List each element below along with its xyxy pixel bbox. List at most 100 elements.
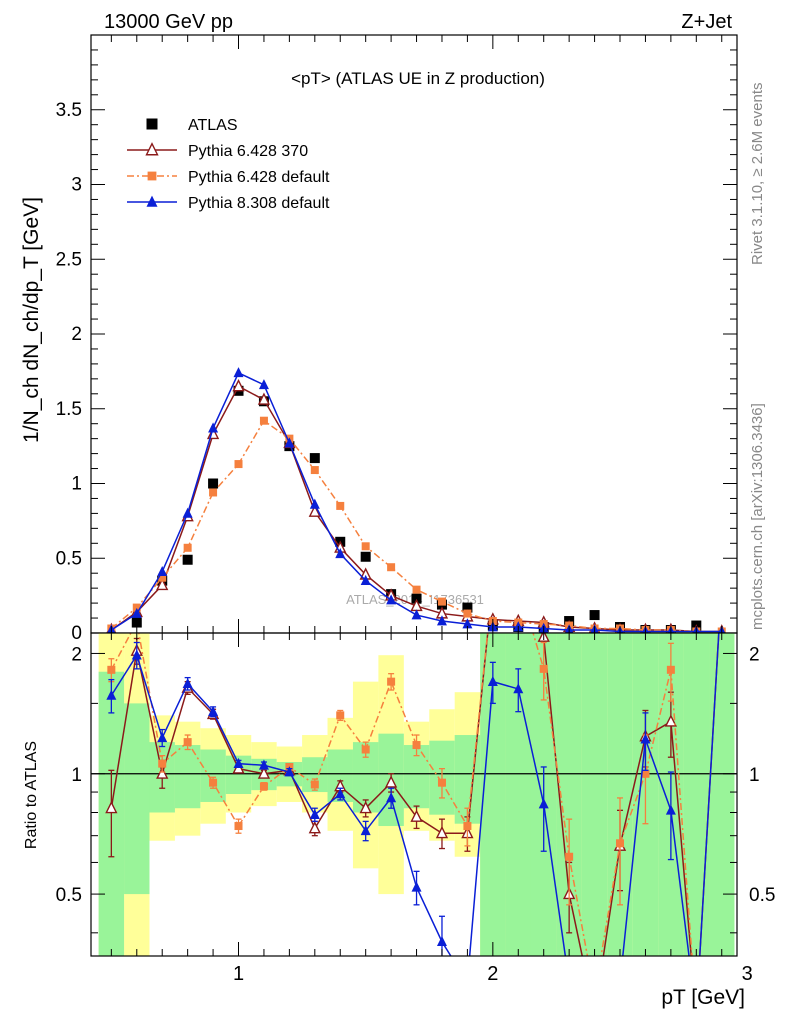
ratio-point-pythia-8-308-default [411,881,422,892]
ratio-point-pythia-6-428-370 [384,775,398,788]
ratio-point-pythia-8-308-default [309,808,320,819]
y-tick-label: 3 [71,175,82,196]
data-point-pythia-6-428-370 [257,392,271,405]
ratio-point-pythia-6-428-default [336,711,345,720]
ratio-point-pythia-6-428-default [387,677,396,686]
rivet-version-label: Rivet 3.1.10, ≥ 2.6M events [749,83,766,266]
legend-marker-pythia-8-308-default [146,195,158,207]
ratio-point-pythia-8-308-default [233,757,244,768]
y-tick-label: 0 [71,623,82,644]
data-point-pythia-8-308-default [335,548,346,559]
data-point-pythia-6-428-default [234,460,243,469]
data-point-pythia-8-308-default [258,379,269,390]
ratio-point-pythia-8-308-default [258,759,269,770]
uncertainty-band-inner [581,633,608,956]
legend-marker-pythia-6-428-default [147,171,157,181]
legend-marker-pythia-6-428-370 [145,142,159,156]
legend-label-pythia-6-428-default: Pythia 6.428 default [188,169,330,186]
ratio-point-pythia-6-428-default [641,769,650,778]
uncertainty-band-inner [505,633,531,956]
data-point-atlas [360,551,371,562]
data-point-pythia-8-308-default [131,607,142,618]
plot-title: <pT> (ATLAS UE in Z production) [291,69,545,88]
ratio-point-pythia-8-308-default [131,649,142,660]
ratio-point-pythia-6-428-default [158,759,167,768]
ratio-point-pythia-6-428-default [209,778,218,787]
data-point-pythia-6-428-default [412,585,421,594]
ratio-point-pythia-6-428-default [539,664,548,673]
ratio-point-pythia-8-308-default [538,798,549,809]
ratio-point-pythia-8-308-default [436,935,447,947]
ratio-point-pythia-6-428-370 [435,825,449,839]
data-point-pythia-8-308-default [309,498,320,509]
ratio-point-pythia-6-428-default [463,822,472,831]
data-point-atlas [208,478,219,489]
ratio-y-tick-label-right: 0.5 [749,885,775,906]
ratio-point-pythia-8-308-default [284,766,295,777]
ratio-point-pythia-6-428-370 [359,800,372,814]
data-point-pythia-8-308-default [386,594,397,605]
ratio-point-pythia-6-428-370 [308,821,321,834]
ratio-point-pythia-6-428-default [666,665,675,674]
ratio-point-pythia-8-308-default [208,705,219,716]
x-axis-label: pT [GeV] [661,986,745,1009]
process-label: Z+Jet [681,11,732,33]
uncertainty-band-inner [124,703,150,895]
y-tick-label: 1.5 [56,399,82,420]
y-tick-label: 0.5 [56,548,82,569]
uncertainty-band-inner [683,633,710,956]
data-point-pythia-6-428-default [259,416,268,425]
ratio-point-pythia-8-308-default [640,733,651,744]
data-point-atlas [131,617,142,628]
ratio-y-tick-label: 0.5 [56,885,82,906]
data-point-pythia-8-308-default [360,574,371,585]
ratio-point-pythia-6-428-370 [410,809,423,822]
data-point-pythia-6-428-default [463,609,472,618]
data-point-pythia-6-428-370 [156,577,169,591]
data-point-pythia-6-428-default [437,597,446,606]
data-point-atlas [462,602,473,613]
uncertainty-band-inner [174,745,201,809]
data-point-pythia-6-428-default [387,563,396,572]
ratio-point-pythia-8-308-default [335,788,346,799]
ratio-point-pythia-6-428-370 [105,800,118,814]
data-point-pythia-6-428-default [361,542,370,551]
ratio-point-pythia-6-428-default [259,782,268,791]
data-point-pythia-6-428-default [158,573,167,582]
ratio-point-pythia-6-428-370 [156,766,169,779]
ratio-point-pythia-6-428-default [361,745,370,754]
ratio-point-pythia-6-428-370 [257,766,271,779]
data-point-pythia-8-308-default [436,615,447,626]
ratio-y-tick-label-right: 2 [749,644,760,665]
data-point-pythia-6-428-370 [232,379,245,392]
legend: ATLAS Pythia 6.428 370 Pythia 6.428 defaul… [127,117,330,212]
data-point-pythia-8-308-default [157,565,168,577]
data-point-atlas [309,453,320,464]
data-point-pythia-8-308-default [462,618,473,629]
ratio-point-pythia-6-428-default [565,852,574,861]
x-tick-label: 2 [487,963,498,985]
ratio-point-pythia-6-428-default [234,822,243,831]
data-point-atlas [182,554,193,565]
x-tick-label: 3 [742,963,753,985]
data-point-pythia-8-308-default [411,609,422,620]
ratio-y-tick-label-right: 1 [749,765,760,786]
ratio-point-pythia-6-428-default [310,780,319,789]
data-point-pythia-8-308-default [284,437,295,448]
y-axis-label-ratio: Ratio to ATLAS [23,741,40,849]
data-point-pythia-6-428-default [183,543,192,552]
data-point-atlas [411,593,422,604]
x-tick-label: 1 [233,963,244,985]
ratio-point-pythia-8-308-default [665,804,676,815]
ratio-point-pythia-6-428-default [437,778,446,787]
data-point-pythia-8-308-default [208,422,219,433]
energy-label: 13000 GeV pp [104,11,233,33]
y-tick-label: 2 [71,324,82,345]
ratio-point-pythia-8-308-default [106,689,117,700]
ratio-y-tick-label: 1 [71,765,82,786]
ratio-point-pythia-6-428-default [107,665,116,674]
ratio-point-pythia-6-428-370 [664,714,678,727]
ratio-point-pythia-8-308-default [386,792,397,803]
ratio-point-pythia-8-308-default [182,677,193,689]
